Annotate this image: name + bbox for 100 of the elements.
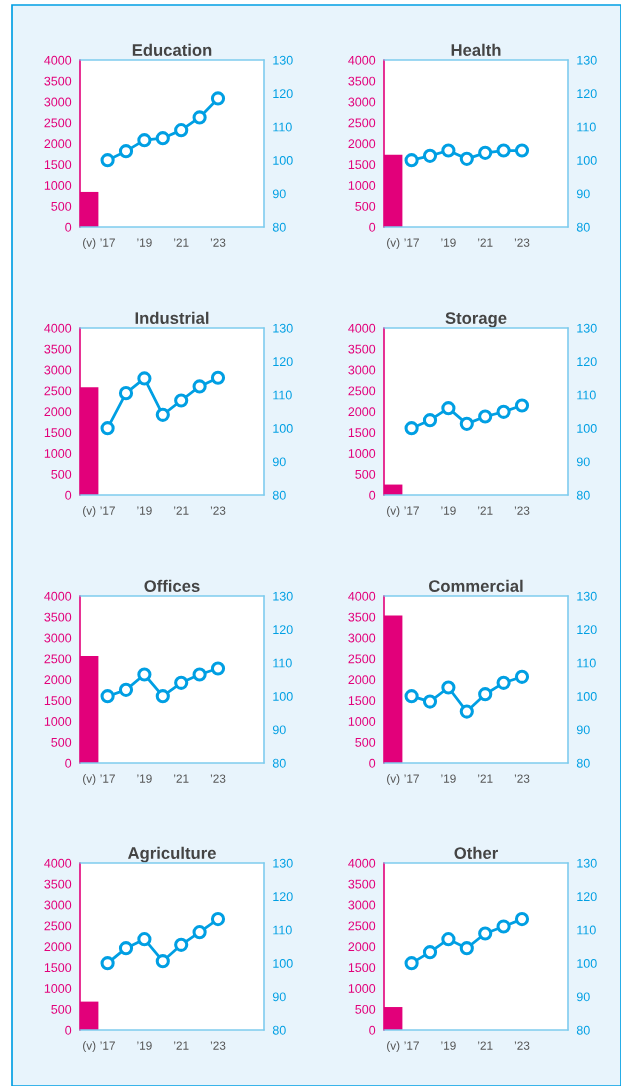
chart-title: Industrial (135, 311, 209, 324)
x-tick-label: ’19 (137, 506, 152, 515)
point (137, 371, 152, 386)
y-tick-label: 3000 (44, 900, 72, 910)
y2-tick-label: 100 (577, 692, 597, 701)
point (422, 694, 438, 709)
x-tick-label: ’17 (100, 506, 115, 515)
y-tick-label: 500 (355, 1004, 376, 1014)
point (118, 682, 134, 697)
y-tick-label: 2500 (348, 921, 376, 931)
x-tick-label: ’17 (404, 506, 419, 515)
point (404, 689, 419, 704)
x-tick-label: (v) (83, 1041, 96, 1053)
y2-tick-label: 90 (576, 189, 590, 199)
y-tick-label: 2500 (348, 654, 376, 664)
x-tick-label: ’19 (441, 1041, 456, 1050)
y-tick-label: 4000 (348, 55, 376, 65)
y-tick-label: 3500 (44, 344, 72, 354)
y2-tick-label: 130 (273, 55, 293, 65)
point (496, 675, 511, 690)
point (155, 954, 170, 969)
y-tick-label: 0 (65, 222, 72, 232)
x-tick-label: (v) (387, 238, 400, 250)
point (174, 393, 189, 408)
point (210, 912, 226, 927)
point (137, 133, 152, 148)
x-tick-label: ’21 (174, 506, 189, 515)
point (459, 416, 474, 431)
x-tick-label: ’21 (174, 774, 189, 783)
point (422, 413, 438, 428)
x-tick-label: ’17 (100, 774, 115, 783)
y-tick-label: 500 (355, 469, 376, 479)
y2-tick-label: 110 (273, 658, 292, 668)
y2-tick-label: 120 (273, 892, 293, 902)
y-tick-label: 2500 (44, 386, 72, 396)
y2-tick-label: 80 (576, 222, 590, 232)
point (496, 143, 511, 158)
point (192, 110, 207, 125)
y2-tick-label: 110 (577, 122, 596, 132)
x-tick-label: ’21 (174, 1041, 189, 1050)
y2-tick-label: 130 (273, 858, 293, 868)
point (155, 407, 170, 422)
y-tick-label: 1500 (44, 696, 72, 706)
x-tick-label: (v) (83, 506, 96, 518)
x-tick-label: ’17 (404, 774, 419, 783)
y-tick-label: 2500 (44, 921, 72, 931)
y-tick-label: 3000 (348, 900, 376, 910)
y-tick-label: 3000 (44, 365, 72, 375)
point (422, 945, 438, 960)
y-tick-label: 1500 (44, 428, 72, 438)
y-tick-label: 3500 (348, 612, 376, 622)
x-tick-label: ’17 (100, 238, 115, 247)
y2-tick-label: 100 (273, 424, 293, 433)
y-tick-label: 4000 (44, 55, 72, 65)
y-tick-label: 0 (369, 222, 376, 232)
y-tick-label: 2500 (348, 386, 376, 396)
point (118, 144, 134, 159)
y-tick-label: 1000 (44, 717, 72, 726)
point (441, 680, 456, 695)
y-tick-label: 2000 (348, 139, 376, 149)
chart-title: Storage (445, 312, 507, 328)
y-tick-label: 0 (369, 1025, 376, 1035)
y-tick-label: 2500 (44, 654, 72, 664)
y2-tick-label: 80 (272, 222, 286, 232)
y-tick-label: 1000 (44, 181, 72, 190)
y-tick-label: 0 (369, 490, 376, 500)
y2-tick-label: 100 (273, 156, 293, 165)
y-tick-label: 1000 (348, 984, 376, 993)
y2-tick-label: 120 (577, 89, 597, 99)
chart-title: Education (132, 43, 212, 56)
y-tick-label: 3500 (44, 612, 72, 622)
x-tick-label: ’23 (514, 506, 530, 515)
x-tick-label: ’23 (514, 1041, 530, 1050)
y2-tick-label: 120 (273, 357, 293, 367)
y-tick-label: 2000 (44, 407, 72, 417)
point (478, 145, 493, 160)
chart-title: Offices (144, 579, 200, 592)
y-tick-label: 500 (355, 737, 376, 747)
x-tick-label: ’19 (137, 238, 152, 247)
point (459, 704, 474, 719)
y-tick-label: 2000 (44, 675, 72, 685)
x-tick-label: ’23 (210, 506, 226, 515)
y-tick-label: 500 (51, 201, 72, 211)
point (514, 143, 530, 158)
y-tick-label: 1000 (348, 449, 376, 458)
y2-tick-label: 130 (273, 591, 293, 601)
y2-tick-label: 130 (577, 323, 597, 333)
x-tick-label: ’23 (210, 238, 226, 247)
y-tick-label: 0 (65, 758, 72, 768)
point (422, 148, 438, 163)
point (404, 956, 419, 971)
point (404, 153, 419, 168)
point (514, 398, 530, 413)
y-tick-label: 3000 (348, 365, 376, 375)
point (155, 689, 170, 704)
y2-tick-label: 100 (273, 692, 293, 701)
point (496, 404, 511, 419)
point (100, 153, 115, 168)
point (118, 386, 134, 401)
y-tick-label: 1000 (348, 717, 376, 726)
